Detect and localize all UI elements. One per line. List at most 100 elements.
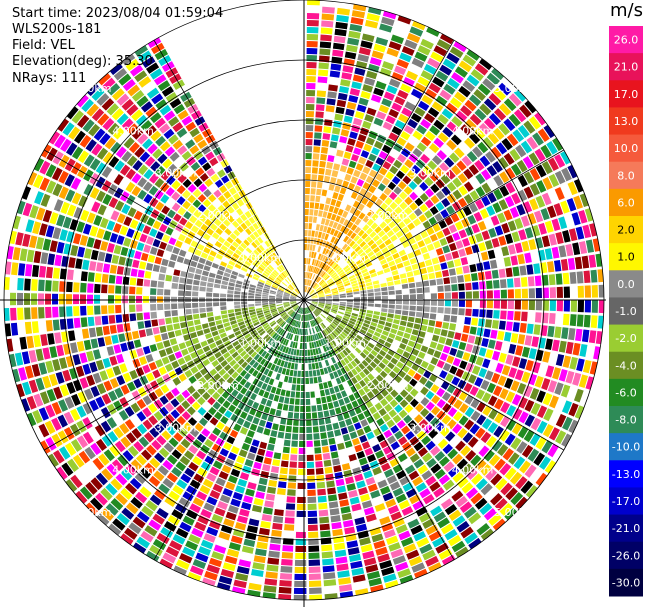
ppi-cell (70, 177, 82, 190)
ppi-cell (464, 246, 473, 256)
ppi-cell (363, 319, 371, 325)
ppi-cell (143, 296, 150, 303)
ppi-cell (256, 228, 263, 236)
ppi-cell (45, 164, 57, 178)
ppi-cell (446, 121, 459, 133)
ppi-cell (76, 341, 85, 352)
ppi-cell (253, 555, 266, 564)
ppi-cell (255, 301, 262, 304)
ppi-cell (332, 321, 339, 327)
ppi-cell (256, 356, 263, 363)
ppi-cell (393, 319, 400, 325)
ppi-cell (410, 112, 422, 123)
ppi-cell (261, 261, 268, 268)
ppi-cell (448, 509, 462, 521)
ppi-cell (419, 376, 428, 385)
ppi-cell (362, 84, 374, 93)
colorbar-swatch (609, 460, 643, 488)
ppi-cell (83, 339, 92, 351)
ppi-cell (444, 157, 455, 168)
ppi-cell (282, 382, 288, 390)
ppi-cell (470, 410, 481, 422)
ppi-cell (496, 258, 505, 268)
ppi-cell (310, 398, 316, 405)
ppi-cell (172, 316, 179, 324)
ppi-cell (373, 284, 380, 289)
ppi-cell (409, 453, 420, 463)
ppi-cell (324, 219, 330, 226)
ppi-cell (388, 78, 401, 88)
ppi-cell (33, 426, 44, 441)
ppi-cell (342, 381, 349, 389)
ppi-cell (366, 70, 378, 80)
ppi-cell (362, 224, 370, 232)
ppi-cell (362, 166, 371, 175)
ppi-cell (414, 106, 426, 117)
ppi-cell (176, 479, 188, 490)
ppi-cell (234, 305, 241, 309)
ppi-cell (487, 178, 498, 191)
ppi-cell (400, 536, 414, 547)
ppi-cell (353, 422, 362, 430)
ppi-cell (339, 291, 346, 295)
ppi-cell (283, 302, 290, 305)
ppi-cell (228, 404, 237, 413)
ppi-cell (306, 76, 316, 83)
ppi-cell (165, 317, 173, 325)
ppi-cell (412, 147, 423, 158)
ppi-cell (306, 90, 316, 97)
ppi-cell (367, 328, 375, 335)
ppi-cell (196, 433, 207, 443)
ppi-cell (346, 297, 353, 300)
azimuth-spoke (43, 149, 305, 301)
ppi-cell (283, 301, 290, 303)
ppi-cell (479, 281, 486, 290)
ppi-cell (349, 496, 360, 505)
ppi-cell (309, 209, 314, 216)
ppi-cell (475, 173, 486, 185)
ppi-cell (356, 334, 363, 341)
ppi-cell (208, 520, 221, 530)
ppi-cell (330, 198, 337, 206)
ppi-cell (388, 220, 397, 229)
ppi-cell (311, 302, 318, 306)
ppi-cell (324, 119, 333, 127)
ppi-cell (331, 262, 337, 268)
ppi-cell (277, 290, 284, 294)
ppi-cell (335, 377, 342, 385)
ppi-cell (142, 419, 153, 430)
ppi-cell (317, 83, 327, 91)
ppi-cell (589, 223, 597, 237)
ppi-cell (143, 244, 152, 253)
ppi-cell (400, 164, 410, 174)
ppi-cell (246, 236, 253, 244)
ppi-cell (402, 305, 409, 311)
ppi-cell (339, 375, 346, 383)
ppi-cell (154, 117, 166, 129)
ppi-cell (524, 464, 537, 478)
ppi-cell (278, 308, 285, 312)
ppi-cell (350, 460, 360, 469)
ppi-cell (341, 243, 348, 251)
ppi-cell (115, 146, 127, 158)
ppi-cell (115, 285, 122, 294)
ppi-cell (433, 264, 441, 272)
ppi-cell (409, 388, 419, 397)
ppi-cell (248, 244, 255, 251)
ppi-cell (239, 426, 249, 435)
ppi-cell (476, 414, 487, 426)
ppi-cell (520, 480, 534, 494)
ppi-cell (283, 297, 290, 299)
ppi-cell (314, 383, 319, 391)
ppi-cell (490, 329, 498, 339)
ppi-cell (537, 128, 550, 142)
ppi-cell (344, 440, 353, 449)
ppi-cell (31, 321, 39, 334)
ppi-cell (35, 377, 45, 391)
ppi-cell (340, 321, 347, 327)
ppi-cell (331, 393, 338, 401)
ppi-cell (24, 365, 34, 379)
ppi-cell (142, 225, 152, 235)
ppi-cell (507, 289, 514, 299)
ppi-cell (383, 225, 391, 233)
